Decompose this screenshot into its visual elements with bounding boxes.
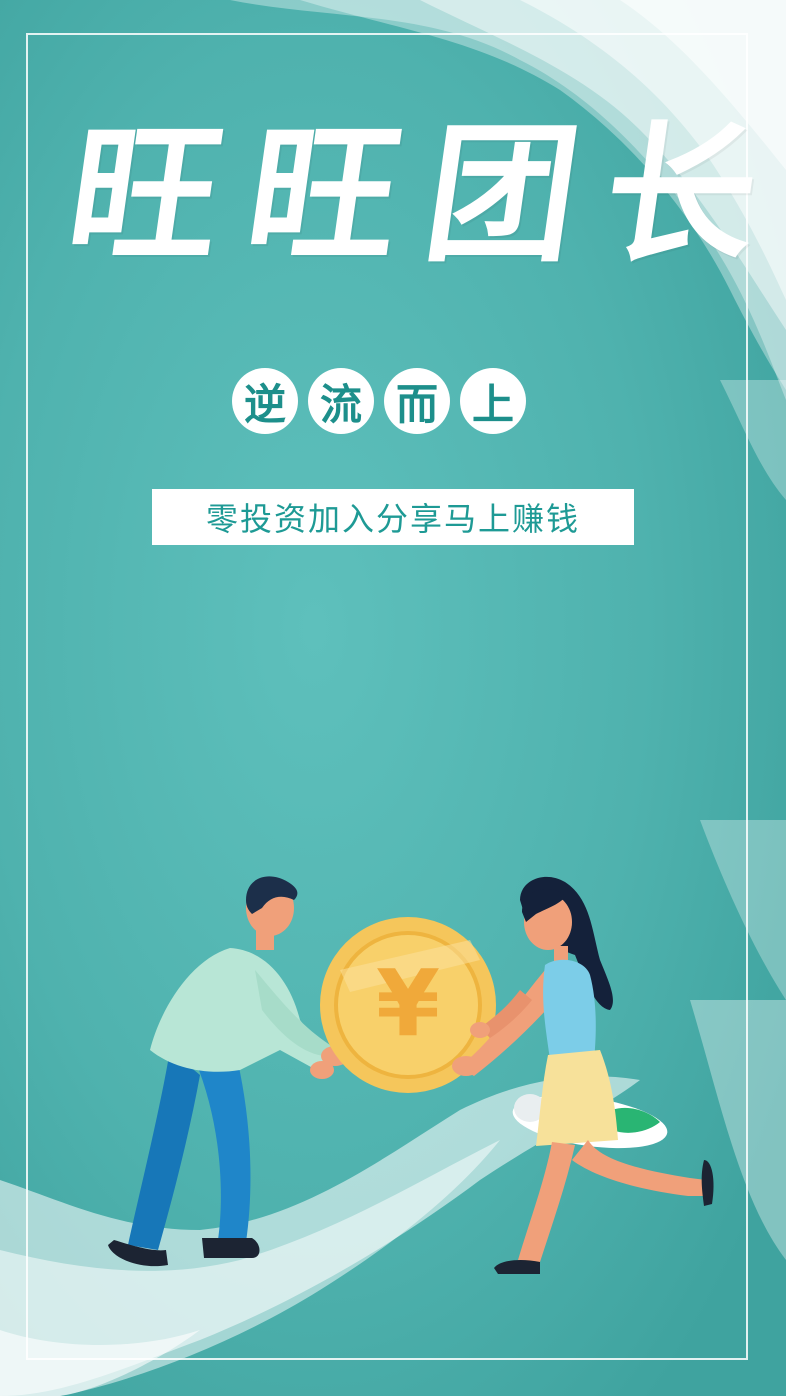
coin-yuan-icon: ¥ xyxy=(320,917,496,1093)
slogan-badge: 而 xyxy=(384,368,450,434)
wave-foam-bottom xyxy=(0,1076,640,1396)
title-char: 旺 xyxy=(236,107,406,283)
slogan-badge: 上 xyxy=(460,368,526,434)
illustration: ¥ xyxy=(108,876,714,1274)
slogan-badge: 流 xyxy=(308,368,374,434)
wave-foam-top xyxy=(230,0,786,400)
title-char: 团 xyxy=(414,107,584,283)
slogan-badges: 逆 流 而 上 xyxy=(232,368,532,436)
border-frame xyxy=(26,33,748,1360)
wave-foam-right xyxy=(690,380,786,1260)
title: 旺 旺 团 长 xyxy=(56,95,764,295)
tagline: 零投资加入分享马上赚钱 xyxy=(152,489,634,545)
title-char: 长 xyxy=(593,107,763,283)
coin-symbol: ¥ xyxy=(376,950,440,1057)
title-char: 旺 xyxy=(57,107,227,283)
man-figure xyxy=(108,876,349,1267)
woman-figure xyxy=(452,876,714,1274)
slogan-badge: 逆 xyxy=(232,368,298,434)
